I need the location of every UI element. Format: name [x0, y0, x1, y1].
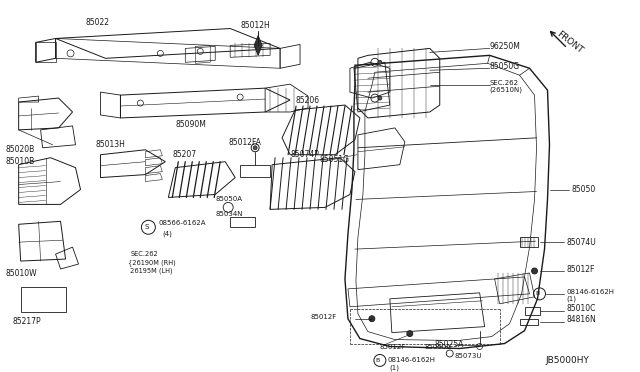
Circle shape	[378, 96, 382, 100]
Text: 85074U: 85074U	[566, 238, 596, 247]
Circle shape	[253, 146, 257, 150]
Text: (4): (4)	[163, 231, 172, 237]
Bar	[230, 217, 255, 227]
Text: 85050G: 85050G	[490, 62, 520, 71]
Text: 85010W: 85010W	[6, 269, 37, 279]
Text: JB5000HY: JB5000HY	[545, 356, 589, 365]
Text: 85050A: 85050A	[425, 343, 452, 350]
Text: SEC.262: SEC.262	[490, 80, 518, 86]
Text: 85022: 85022	[86, 18, 109, 27]
Text: 85034N: 85034N	[215, 211, 243, 217]
Text: B: B	[536, 291, 540, 296]
Text: 85051G: 85051G	[320, 155, 350, 164]
Text: 84816N: 84816N	[566, 315, 596, 324]
Text: 08146-6162H: 08146-6162H	[566, 289, 614, 295]
Circle shape	[532, 268, 538, 274]
Text: 96250M: 96250M	[490, 42, 520, 51]
Text: (26510N): (26510N)	[490, 87, 523, 93]
Polygon shape	[254, 35, 262, 55]
Text: 85010C: 85010C	[566, 304, 596, 313]
Text: 08566-6162A: 08566-6162A	[158, 220, 206, 226]
Text: 85206: 85206	[295, 96, 319, 105]
Text: 85050: 85050	[572, 185, 596, 194]
Text: S: S	[144, 224, 148, 230]
Bar	[525, 307, 540, 315]
Bar	[520, 319, 538, 325]
Circle shape	[407, 331, 413, 337]
Text: 85207: 85207	[172, 150, 196, 159]
Text: 85010B: 85010B	[6, 157, 35, 166]
Text: 85050A: 85050A	[215, 196, 242, 202]
Circle shape	[378, 60, 382, 64]
Text: 85013H: 85013H	[95, 140, 125, 149]
Text: 85012FA: 85012FA	[228, 138, 261, 147]
Circle shape	[369, 316, 375, 322]
Text: SEC.262: SEC.262	[131, 251, 158, 257]
Bar	[36, 42, 56, 62]
Text: {26190M (RH): {26190M (RH)	[129, 260, 176, 266]
Text: 85012F: 85012F	[380, 343, 406, 350]
Text: 26195M (LH): 26195M (LH)	[129, 268, 173, 274]
Bar	[520, 237, 538, 247]
Bar	[240, 165, 270, 177]
Text: 85090M: 85090M	[175, 121, 206, 129]
Text: 85012F: 85012F	[566, 264, 595, 273]
Text: 85012H: 85012H	[240, 21, 270, 30]
Text: 85020B: 85020B	[6, 145, 35, 154]
Text: 85073U: 85073U	[454, 353, 482, 359]
Text: (1): (1)	[566, 296, 577, 302]
Text: B: B	[376, 358, 380, 363]
Bar	[20, 287, 65, 312]
Text: FRONT: FRONT	[554, 29, 584, 55]
Text: (1): (1)	[390, 364, 400, 371]
Text: 08146-6162H: 08146-6162H	[388, 357, 436, 363]
Text: 85217P: 85217P	[13, 317, 42, 326]
Text: 85074P: 85074P	[290, 150, 319, 159]
Text: 85025A: 85025A	[435, 340, 464, 349]
Text: 85012F: 85012F	[310, 314, 336, 320]
